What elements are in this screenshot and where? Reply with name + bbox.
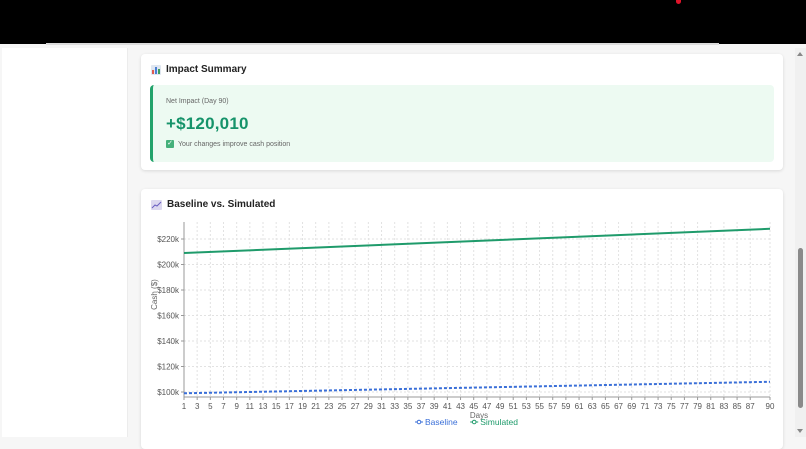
svg-text:49: 49 [496, 402, 505, 411]
check-icon: ✓ [166, 140, 174, 148]
svg-text:$220k: $220k [157, 235, 180, 244]
svg-text:29: 29 [364, 402, 373, 411]
svg-text:45: 45 [469, 402, 478, 411]
svg-text:87: 87 [746, 402, 755, 411]
svg-text:51: 51 [509, 402, 518, 411]
vertical-scrollbar[interactable] [795, 48, 806, 437]
svg-text:23: 23 [324, 402, 333, 411]
svg-text:63: 63 [588, 402, 597, 411]
svg-text:47: 47 [482, 402, 491, 411]
recording-indicator [676, 0, 681, 4]
svg-text:Days: Days [470, 411, 488, 420]
chart-header: Baseline vs. Simulated [151, 199, 275, 210]
svg-text:17: 17 [285, 402, 294, 411]
impact-summary-title: Impact Summary [166, 64, 247, 75]
svg-text:71: 71 [640, 402, 649, 411]
svg-text:81: 81 [706, 402, 715, 411]
svg-text:39: 39 [430, 402, 439, 411]
bar-chart-icon [151, 64, 161, 75]
svg-text:69: 69 [627, 402, 636, 411]
svg-text:15: 15 [272, 402, 281, 411]
svg-text:$160k: $160k [157, 312, 180, 321]
svg-text:3: 3 [195, 402, 200, 411]
svg-text:11: 11 [246, 402, 255, 411]
svg-text:75: 75 [667, 402, 676, 411]
top-bar-divider [46, 43, 719, 45]
svg-text:31: 31 [377, 402, 386, 411]
impact-summary-card: Impact Summary Net Impact (Day 90) +$120… [141, 54, 783, 170]
svg-text:35: 35 [403, 402, 412, 411]
svg-text:85: 85 [733, 402, 742, 411]
chart-title: Baseline vs. Simulated [167, 199, 276, 210]
svg-text:$180k: $180k [157, 286, 180, 295]
impact-summary-header: Impact Summary [151, 64, 247, 75]
scroll-up-arrow-icon[interactable] [797, 52, 803, 56]
svg-text:41: 41 [443, 402, 452, 411]
svg-text:Baseline: Baseline [425, 417, 458, 427]
net-impact-value: +$120,010 [166, 114, 249, 133]
svg-text:27: 27 [351, 402, 360, 411]
svg-text:90: 90 [766, 402, 775, 411]
baseline-vs-simulated-card: Baseline vs. Simulated $100k $120k $140k $1… [141, 189, 783, 449]
impact-note: ✓ Your changes improve cash position [166, 140, 290, 148]
impact-note-text: Your changes improve cash position [178, 140, 291, 148]
net-impact-box: Net Impact (Day 90) +$120,010 ✓ Your cha… [150, 85, 774, 162]
scrollbar-thumb[interactable] [798, 248, 803, 408]
svg-text:61: 61 [575, 402, 584, 411]
svg-text:7: 7 [221, 402, 226, 411]
svg-text:5: 5 [208, 402, 213, 411]
svg-text:83: 83 [719, 402, 728, 411]
svg-text:57: 57 [548, 402, 557, 411]
svg-text:59: 59 [561, 402, 570, 411]
scroll-down-arrow-icon[interactable] [797, 429, 803, 433]
svg-text:25: 25 [338, 402, 347, 411]
svg-text:Simulated: Simulated [480, 417, 518, 427]
svg-text:55: 55 [535, 402, 544, 411]
svg-text:21: 21 [311, 402, 320, 411]
svg-text:1: 1 [182, 402, 187, 411]
svg-text:$120k: $120k [157, 363, 180, 372]
svg-text:73: 73 [654, 402, 663, 411]
svg-text:79: 79 [693, 402, 702, 411]
svg-text:77: 77 [680, 402, 689, 411]
svg-text:33: 33 [390, 402, 399, 411]
svg-text:43: 43 [456, 402, 465, 411]
sidebar-panel [2, 48, 128, 437]
svg-text:13: 13 [259, 402, 268, 411]
svg-text:9: 9 [234, 402, 239, 411]
svg-text:19: 19 [298, 402, 307, 411]
svg-text:37: 37 [417, 402, 426, 411]
svg-text:$100k: $100k [157, 388, 180, 397]
svg-text:Cash ($): Cash ($) [150, 279, 159, 310]
svg-text:67: 67 [614, 402, 623, 411]
net-impact-label: Net Impact (Day 90) [166, 98, 229, 105]
svg-text:65: 65 [601, 402, 610, 411]
line-chart-icon [151, 199, 162, 210]
svg-text:53: 53 [522, 402, 531, 411]
svg-text:$140k: $140k [157, 337, 180, 346]
top-bar [0, 0, 806, 45]
svg-text:$200k: $200k [157, 261, 180, 270]
